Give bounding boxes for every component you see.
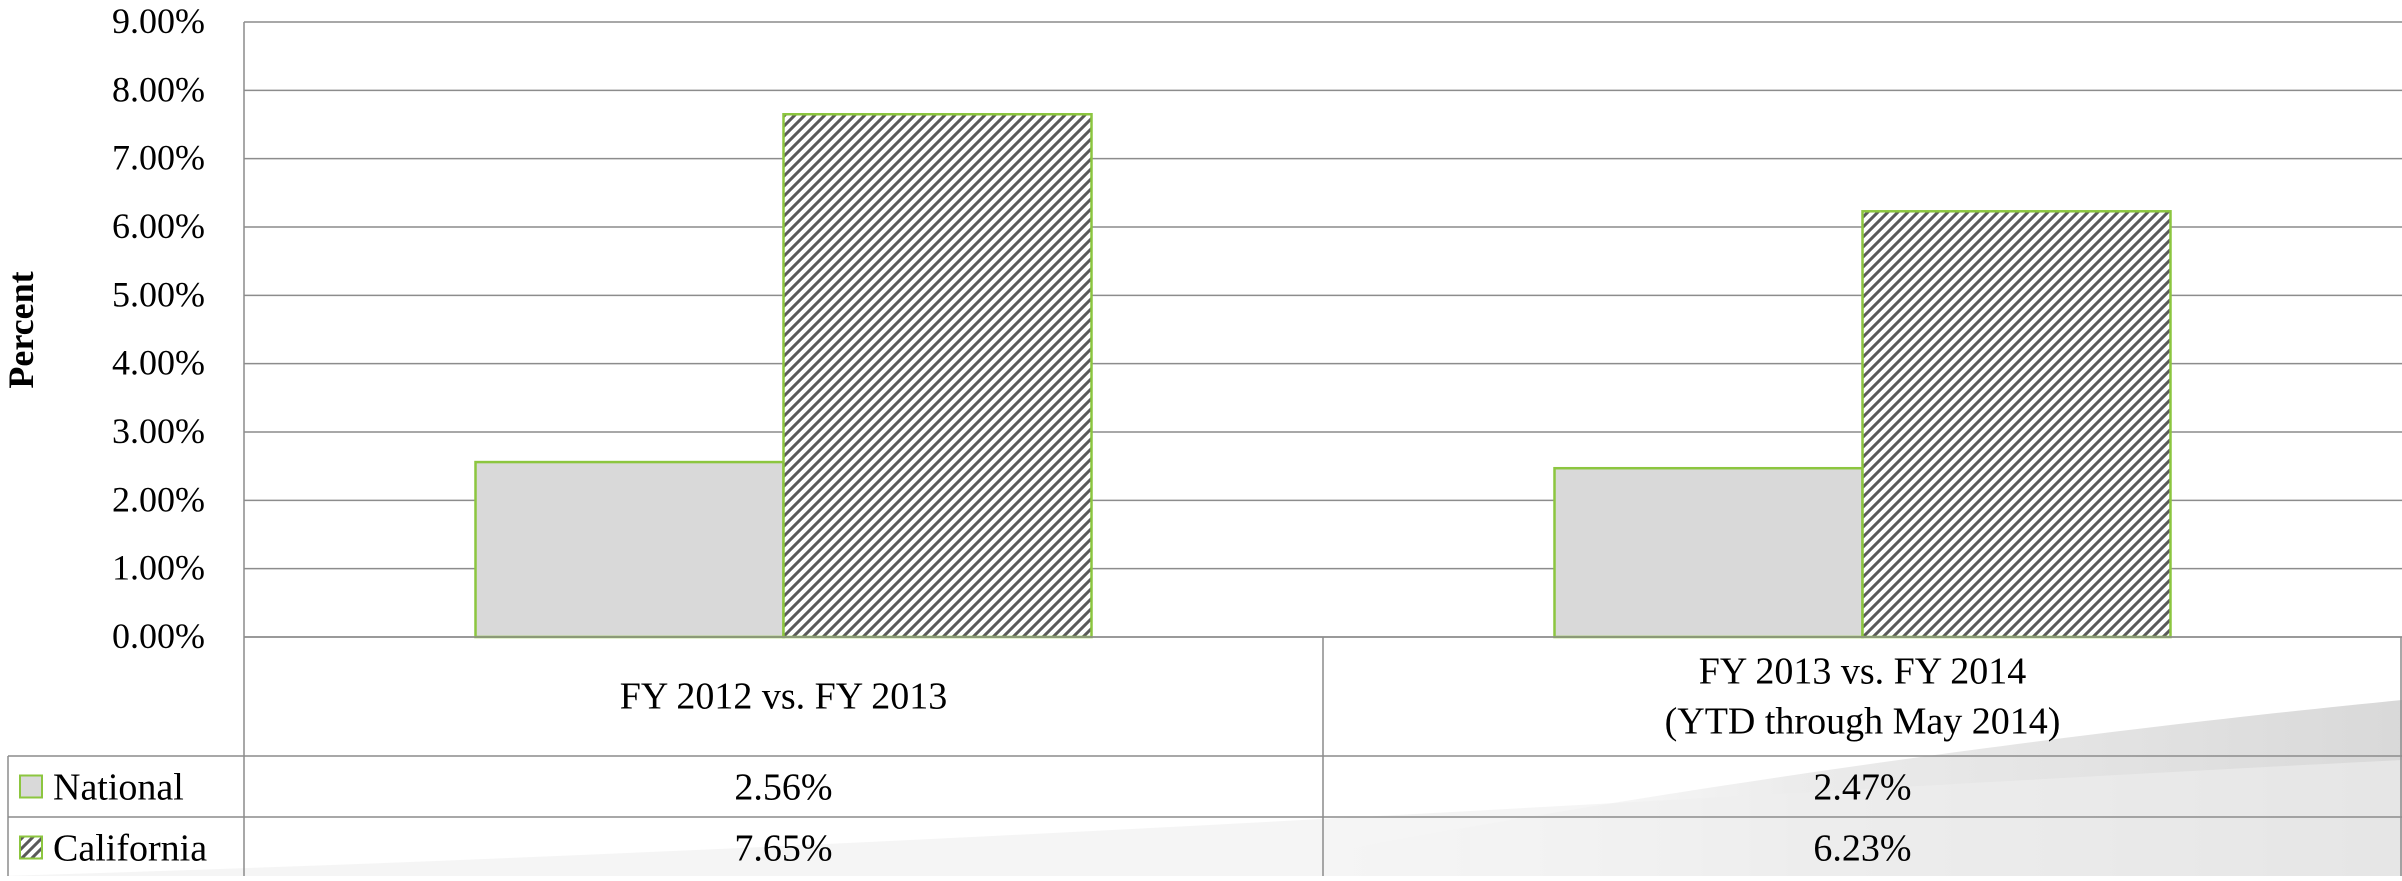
bar-national-0: [474, 460, 785, 639]
x-category-label: FY 2013 vs. FY 2014: [1699, 651, 2027, 693]
bars: [474, 113, 2172, 639]
data-value-label: 2.56%: [734, 767, 832, 809]
data-table: FY 2012 vs. FY 2013 FY 2013 vs. FY 2014 (Y…: [7, 636, 2402, 879]
data-value-label: 6.23%: [1813, 828, 1911, 870]
legend-key-national: [19, 774, 43, 799]
y-tick-label: 5.00%: [112, 274, 205, 314]
y-tick-label: 9.00%: [112, 1, 205, 41]
y-tick-label: 3.00%: [112, 411, 205, 451]
legend-key-california: [19, 835, 43, 860]
background-swoosh-light: [0, 760, 2402, 876]
data-value-label: 2.47%: [1813, 767, 1911, 809]
y-axis-label: Percent: [1, 271, 41, 388]
axes: 0.00% 1.00% 2.00% 3.00% 4.00% 5.00% 6.00% 7.00%…: [112, 1, 245, 656]
legend-label-california: California: [53, 828, 207, 870]
data-value-label: 7.65%: [734, 828, 832, 870]
bar-california-1: [1861, 210, 2172, 639]
legend-label-national: National: [53, 767, 184, 809]
y-tick-label: 4.00%: [112, 343, 205, 383]
y-tick-label: 6.00%: [112, 206, 205, 246]
y-tick-label: 1.00%: [112, 548, 205, 588]
x-category-label: FY 2012 vs. FY 2013: [620, 676, 948, 718]
x-category-label: (YTD through May 2014): [1665, 701, 2061, 743]
bar-national-1: [1553, 466, 1864, 639]
y-tick-label: 8.00%: [112, 69, 205, 109]
y-tick-label: 2.00%: [112, 479, 205, 519]
y-tick-label: 7.00%: [112, 138, 205, 178]
y-tick-label: 0.00%: [112, 616, 205, 656]
bar-california-0: [782, 113, 1093, 639]
